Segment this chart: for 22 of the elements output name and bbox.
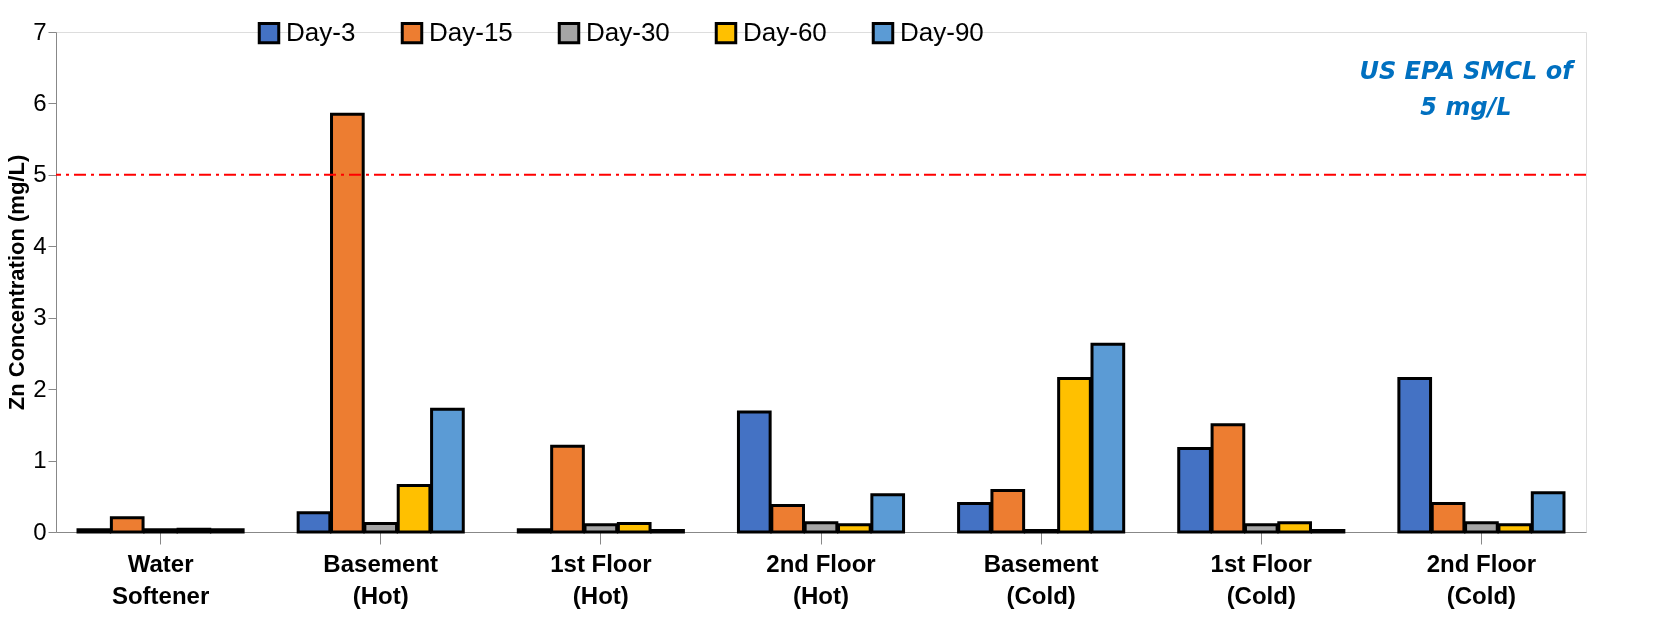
y-axis-title: Zn Concentration (mg/L) bbox=[4, 154, 30, 411]
ref-line-label: US EPA SMCL of 5 mg/L bbox=[1359, 57, 1576, 121]
y-tick-label: 7 bbox=[33, 17, 47, 45]
y-tick-label: 4 bbox=[33, 231, 47, 259]
y-tick-label: 2 bbox=[33, 374, 47, 402]
y-tick-label: 5 bbox=[33, 160, 47, 188]
x-tick-label: 2nd Floor (Hot) bbox=[766, 549, 876, 609]
y-tick-label: 6 bbox=[33, 88, 47, 116]
x-tick-label: Basement (Cold) bbox=[983, 549, 1099, 609]
legend-label: Day-60 bbox=[743, 17, 827, 48]
x-tick-label: 1st Floor (Cold) bbox=[1210, 549, 1312, 609]
x-tick-label: 1st Floor (Hot) bbox=[550, 549, 652, 609]
legend-label: Day-90 bbox=[900, 17, 984, 48]
x-tick-label: Water Softener bbox=[111, 549, 210, 609]
legend-label: Day-15 bbox=[429, 17, 513, 48]
y-tick-label: 0 bbox=[33, 517, 47, 545]
legend-label: Day-30 bbox=[586, 17, 670, 48]
x-tick-label: Basement (Hot) bbox=[323, 549, 439, 609]
x-tick-label: 2nd Floor (Cold) bbox=[1426, 549, 1537, 609]
y-tick-label: 1 bbox=[33, 446, 47, 474]
y-tick-label: 3 bbox=[33, 303, 47, 331]
legend-label: Day-3 bbox=[286, 17, 356, 48]
